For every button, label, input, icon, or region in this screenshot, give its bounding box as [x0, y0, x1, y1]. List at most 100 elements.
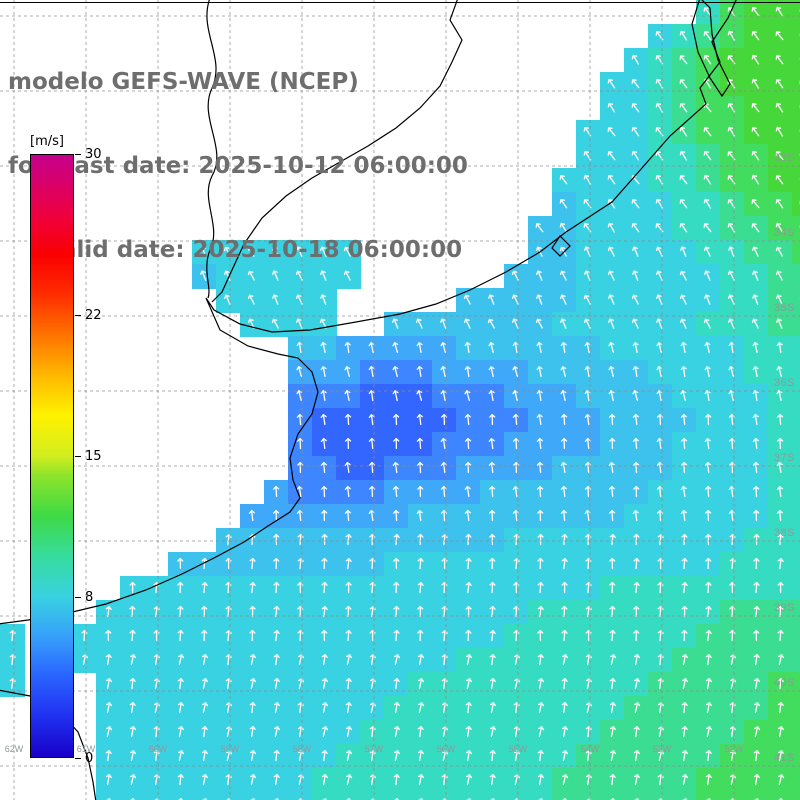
wind-speed-cell: ↑: [744, 432, 769, 457]
wind-speed-cell: ↑: [600, 504, 625, 529]
wind-speed-cell: ↑: [720, 288, 745, 313]
wind-speed-cell: ↑: [600, 144, 625, 169]
wind-speed-cell: ↑: [240, 552, 265, 577]
wind-speed-cell: ↑: [552, 288, 577, 313]
wind-speed-cell: ↑: [672, 120, 697, 145]
wind-speed-cell: ↑: [624, 96, 649, 121]
wind-speed-cell: ↑: [768, 24, 793, 49]
wind-speed-cell: ↑: [696, 432, 721, 457]
wind-speed-cell: ↑: [504, 384, 529, 409]
wind-speed-cell: ↑: [672, 384, 697, 409]
wind-speed-cell: ↑: [672, 144, 697, 169]
wind-direction-arrow-icon: ↑: [342, 579, 355, 597]
wind-speed-cell: ↑: [504, 480, 529, 505]
wind-speed-cell: ↑: [480, 288, 505, 313]
wind-speed-cell: ↑: [768, 96, 793, 121]
wind-speed-cell: ↑: [240, 600, 265, 625]
wind-speed-cell: ↑: [432, 456, 457, 481]
wind-direction-arrow-icon: ↑: [462, 603, 475, 621]
wind-speed-cell: ↑: [456, 408, 481, 433]
wind-speed-cell: ↑: [648, 264, 673, 289]
wind-speed-cell: ↑: [336, 576, 361, 601]
wind-speed-cell: ↑: [120, 576, 145, 601]
wind-speed-cell: ↑: [528, 600, 553, 625]
wind-speed-cell: ↑: [768, 456, 793, 481]
wind-speed-cell: ↑: [480, 480, 505, 505]
wind-speed-cell: ↑: [360, 600, 385, 625]
wind-speed-cell: ↑: [360, 336, 385, 361]
wind-speed-cell: ↑: [528, 552, 553, 577]
wind-speed-cell: ↑: [456, 456, 481, 481]
colorbar-tick-label: 8: [85, 589, 94, 605]
wind-speed-cell: ↑: [696, 600, 721, 625]
wind-speed-cell: ↑: [720, 480, 745, 505]
wind-speed-cell: ↑: [504, 336, 529, 361]
wind-speed-cell: ↑: [432, 432, 457, 457]
wind-speed-cell: ↑: [480, 408, 505, 433]
wind-speed-cell: ↑: [528, 240, 553, 265]
colorbar: [m/s] 30 22 15 8 0: [30, 134, 102, 766]
wind-speed-cell: ↑: [336, 504, 361, 529]
wind-speed-cell: ↑: [744, 480, 769, 505]
wind-speed-cell: ↑: [192, 552, 217, 577]
wind-speed-cell: ↑: [576, 552, 601, 577]
wind-speed-cell: ↑: [528, 432, 553, 457]
wind-speed-cell: ↑: [672, 336, 697, 361]
model-title: modelo GEFS-WAVE (NCEP): [8, 69, 359, 95]
wind-speed-cell: ↑: [504, 288, 529, 313]
wind-speed-cell: ↑: [648, 120, 673, 145]
colorbar-tick-label: 22: [85, 308, 102, 324]
wind-speed-cell: ↑: [504, 576, 529, 601]
wind-speed-cell: ↑: [336, 456, 361, 481]
wind-speed-cell: ↑: [648, 408, 673, 433]
wind-speed-cell: ↑: [792, 360, 800, 385]
wind-speed-cell: ↑: [624, 408, 649, 433]
wind-speed-cell: ↑: [792, 312, 800, 337]
wind-speed-cell: ↑: [744, 264, 769, 289]
wind-speed-cell: ↑: [264, 264, 289, 289]
wind-speed-cell: ↑: [168, 600, 193, 625]
wind-speed-cell: ↑: [744, 192, 769, 217]
wind-speed-cell: ↑: [384, 600, 409, 625]
wind-speed-cell: ↑: [744, 72, 769, 97]
wind-speed-cell: ↑: [96, 600, 121, 625]
wind-speed-cell: ↑: [480, 600, 505, 625]
wind-speed-cell: ↑: [336, 384, 361, 409]
wind-speed-cell: ↑: [576, 504, 601, 529]
wind-speed-cell: ↑: [288, 384, 313, 409]
colorbar-tick-label: 0: [85, 751, 94, 766]
wind-speed-cell: ↑: [672, 504, 697, 529]
colorbar-tick-label: 15: [85, 449, 102, 464]
wind-speed-cell: ↑: [288, 600, 313, 625]
wind-speed-cell: ↑: [384, 360, 409, 385]
wind-speed-cell: ↑: [624, 192, 649, 217]
wind-speed-cell: ↑: [624, 72, 649, 97]
wind-speed-cell: ↑: [288, 552, 313, 577]
wind-speed-cell: ↑: [336, 600, 361, 625]
wind-speed-cell: ↑: [720, 408, 745, 433]
wind-speed-cell: ↑: [792, 72, 800, 97]
colorbar-tick-mark: [75, 315, 81, 317]
wind-speed-cell: ↑: [648, 288, 673, 313]
wind-speed-cell: ↑: [696, 576, 721, 601]
wind-speed-cell: ↑: [432, 576, 457, 601]
wind-speed-cell: ↑: [624, 360, 649, 385]
wind-direction-arrow-icon: ↑: [366, 627, 379, 645]
wind-speed-cell: ↑: [744, 600, 769, 625]
wind-speed-cell: ↑: [768, 576, 793, 601]
wind-speed-cell: ↑: [576, 336, 601, 361]
wind-speed-cell: ↑: [528, 456, 553, 481]
wind-speed-cell: ↑: [312, 360, 337, 385]
wind-speed-cell: ↑: [216, 288, 241, 313]
wind-speed-cell: ↑: [792, 552, 800, 577]
wind-speed-cell: ↑: [168, 576, 193, 601]
wind-direction-arrow-icon: ↑: [678, 603, 691, 621]
wind-speed-cell: ↑: [144, 600, 169, 625]
wind-speed-cell: ↑: [312, 288, 337, 313]
wind-speed-cell: ↑: [720, 192, 745, 217]
wind-speed-cell: ↑: [456, 288, 481, 313]
wind-speed-cell: ↑: [648, 552, 673, 577]
wind-speed-cell: ↑: [720, 24, 745, 49]
wind-speed-cell: ↑: [600, 576, 625, 601]
